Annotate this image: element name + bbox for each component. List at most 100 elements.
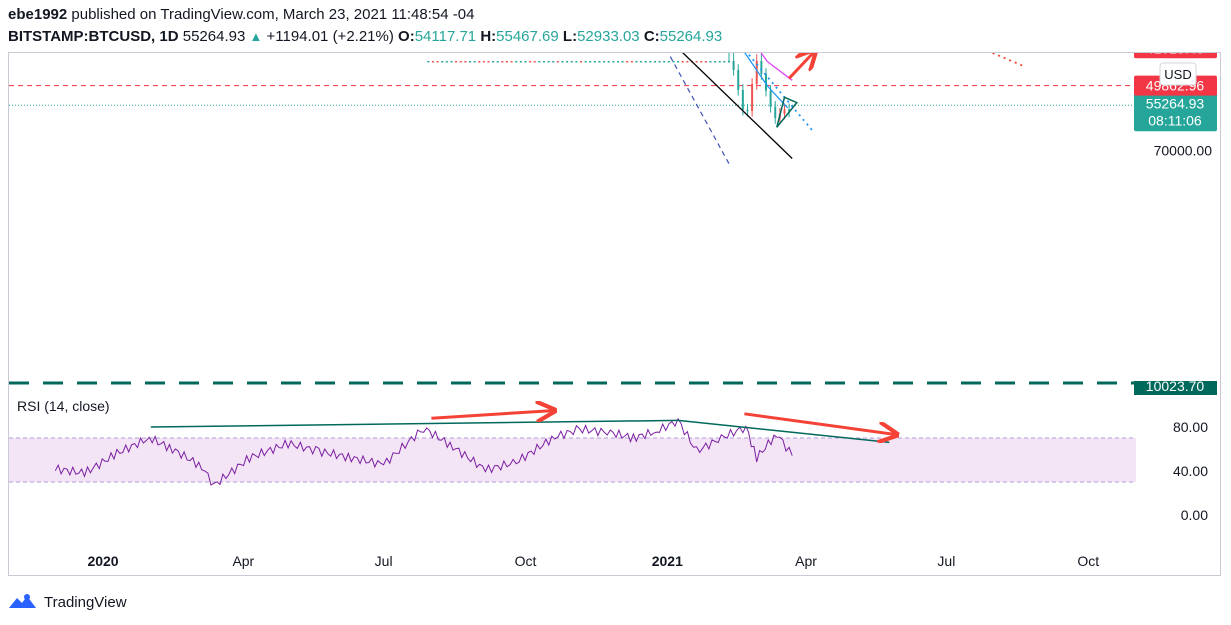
candle-body	[760, 61, 763, 74]
candle-body	[783, 109, 786, 114]
level-price-badge	[1134, 53, 1217, 59]
candle-body	[441, 61, 444, 63]
current-price-badge	[1134, 93, 1217, 132]
candle-body	[709, 61, 712, 63]
high-label: H:	[480, 28, 497, 45]
candle-body	[788, 109, 791, 112]
chart-svg[interactable]: 70000.0060000.0030000.0020000.0055264.93…	[9, 53, 1221, 576]
tradingview-logo-icon[interactable]	[8, 593, 38, 611]
candle-body	[529, 61, 532, 63]
candle-body	[427, 61, 430, 63]
candle-body	[695, 61, 698, 63]
triangle-up-icon: ▲	[249, 29, 263, 44]
arrow	[431, 411, 554, 419]
candle-body	[524, 61, 527, 63]
time-tick-label: Apr	[232, 553, 254, 569]
chart-frame[interactable]: 70000.0060000.0030000.0020000.0055264.93…	[8, 52, 1221, 576]
triangle-pattern	[776, 96, 799, 128]
candle-body	[626, 61, 629, 63]
candle-body	[616, 61, 619, 63]
candle-body	[589, 61, 592, 63]
ma-line-ema_fast	[744, 53, 789, 109]
candle-body	[566, 61, 569, 63]
close-value: 55264.93	[659, 28, 723, 45]
candle-body	[431, 61, 434, 63]
candle-body	[732, 61, 735, 71]
candle-body	[727, 61, 730, 63]
candle-body	[492, 61, 495, 63]
candle-body	[552, 61, 555, 63]
last-price: 55264.93	[182, 28, 246, 45]
rsi-band	[9, 438, 1136, 482]
open-label: O:	[398, 28, 415, 45]
candle-body	[714, 61, 717, 63]
candle-body	[635, 61, 638, 63]
rsi-tick-label: 40.00	[1173, 463, 1208, 479]
candle-body	[630, 61, 633, 63]
candle-body	[672, 61, 675, 63]
time-tick-label: Oct	[515, 553, 537, 569]
candle-body	[473, 61, 476, 63]
candle-body	[751, 83, 754, 111]
candle-body	[515, 61, 518, 63]
candle-body	[658, 61, 661, 63]
candle-body	[746, 109, 749, 112]
candle-body	[445, 61, 448, 63]
candle-body	[603, 61, 606, 63]
arrow	[744, 412, 897, 435]
level-price-label: 41015.48	[1146, 53, 1205, 56]
time-tick-label: Apr	[795, 553, 817, 569]
candle-body	[677, 61, 680, 63]
candle-body	[584, 61, 587, 63]
price-change: +1194.01 (+2.21%)	[266, 28, 394, 45]
candle-body	[575, 61, 578, 63]
candle-body	[455, 61, 458, 63]
candle-body	[640, 61, 643, 63]
candle-body	[686, 61, 689, 63]
candle-body	[704, 61, 707, 63]
candle-body	[510, 61, 513, 63]
candle-body	[482, 61, 485, 63]
candle-body	[700, 61, 703, 63]
low-value: 52933.03	[577, 28, 640, 45]
bottom-price-label: 10023.70	[1146, 378, 1205, 394]
trendline	[150, 419, 679, 428]
rsi-title: RSI (14, close)	[17, 398, 110, 414]
candle-body	[612, 61, 615, 63]
candle-body	[663, 61, 666, 63]
candle-body	[478, 61, 481, 63]
time-tick-label: Jul	[375, 553, 393, 569]
footer: TradingView	[8, 591, 127, 613]
publish-line: ebe1992 published on TradingView.com, Ma…	[8, 6, 474, 23]
candle-body	[774, 106, 777, 119]
rsi-tick-label: 80.00	[1173, 419, 1208, 435]
candle-body	[621, 61, 624, 63]
candle-body	[718, 61, 721, 63]
high-value: 55467.69	[496, 28, 559, 45]
candle-body	[556, 61, 559, 63]
symbol-name[interactable]: BITSTAMP:BTCUSD, 1D	[8, 28, 179, 45]
candle-body	[579, 61, 582, 63]
candle-body	[505, 61, 508, 63]
candle-body	[496, 61, 499, 63]
time-tick-label: 2020	[87, 553, 118, 569]
rsi-tick-label: 0.00	[1181, 507, 1208, 523]
symbol-line: BITSTAMP:BTCUSD, 1D 55264.93 ▲ +1194.01 …	[8, 28, 722, 45]
brand-name[interactable]: TradingView	[44, 593, 127, 611]
candle-body	[450, 61, 453, 63]
currency-button[interactable]: USD	[1159, 62, 1197, 86]
candle-body	[723, 61, 726, 63]
candle-body	[519, 61, 522, 63]
candle-body	[741, 89, 744, 110]
rsi-line	[54, 417, 793, 486]
candle-body	[598, 61, 601, 63]
price-tick-label: 70000.00	[1154, 142, 1213, 158]
ma-line-ema_mid	[760, 53, 793, 81]
candle-body	[644, 61, 647, 63]
candle-body	[561, 61, 564, 63]
candle-body	[547, 61, 550, 63]
candle-body	[436, 61, 439, 63]
author-name[interactable]: ebe1992	[8, 6, 68, 23]
close-label: C:	[643, 28, 660, 45]
candle-body	[755, 61, 758, 84]
